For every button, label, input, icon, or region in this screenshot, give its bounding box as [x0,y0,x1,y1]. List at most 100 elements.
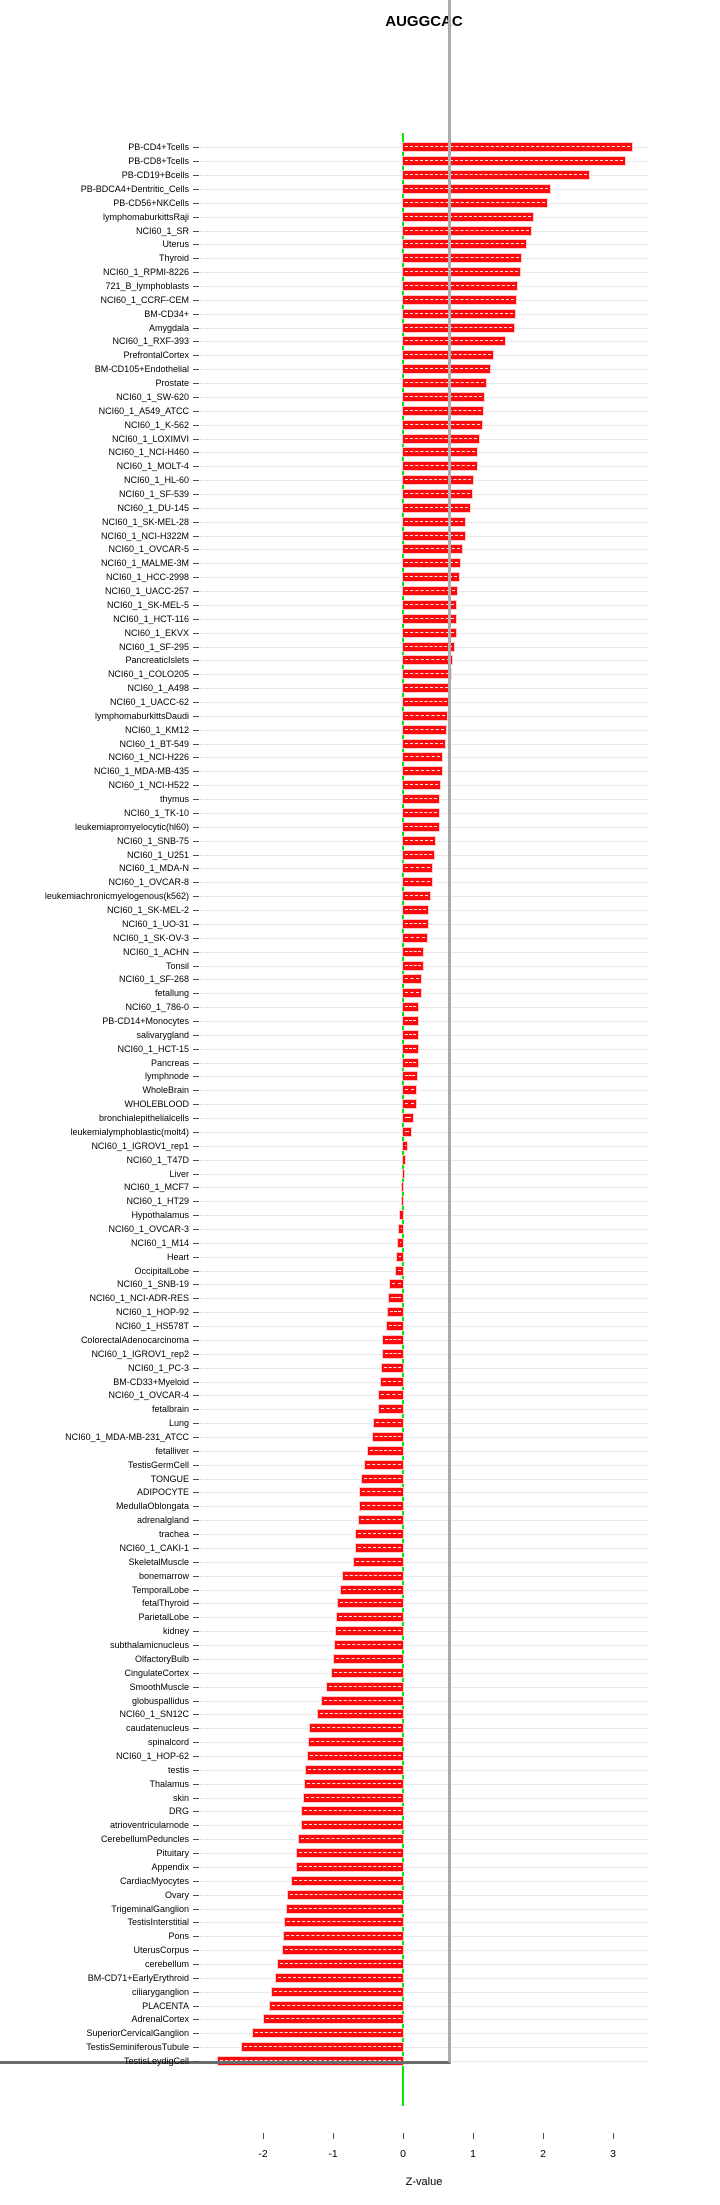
bar [403,698,449,707]
bar-dash-pattern [405,548,460,550]
category-label: NCI60_1_BT-549 [119,738,189,749]
category-label: skin [172,1792,189,1803]
category-label: PB-CD4+Tcells [128,142,189,153]
bar [403,1003,419,1012]
y-tick [193,1173,199,1175]
y-tick [193,1506,199,1508]
y-tick [193,1339,199,1341]
bar-dash-pattern [405,382,484,384]
bar-dash-pattern [405,645,453,647]
x-tick-label: 3 [610,2148,616,2160]
bar-dash-pattern [277,1976,401,1978]
y-tick [193,258,199,260]
bar [403,642,455,651]
bar [398,1238,403,1247]
bar [403,392,484,401]
category-label: WHOLEBLOOD [124,1099,189,1110]
y-tick [193,771,199,773]
bar [264,2015,403,2024]
y-tick [193,341,199,343]
grid-line [200,1201,648,1203]
y-tick [193,757,199,759]
y-tick [193,1353,199,1355]
x-axis-label: Z-value [405,2176,443,2188]
y-tick [193,993,199,995]
bar [403,517,466,526]
bar [285,1918,403,1927]
grid-line [200,979,648,981]
category-label: NCI60_1_SW-620 [116,391,189,402]
bar-dash-pattern [405,1006,417,1008]
category-label: NCI60_1_SNB-19 [116,1279,189,1290]
bar [403,240,526,249]
bar [307,1751,403,1760]
bar-dash-pattern [405,340,504,342]
category-label: AdrenalCortex [131,2014,189,2025]
bar [403,309,515,318]
bar [380,1377,403,1386]
category-label: PB-BDCA4+Dentritic_Cells [80,183,189,194]
bar [305,1779,403,1788]
bar-dash-pattern [219,2060,401,2062]
category-label: fetallung [154,988,189,999]
bar-dash-pattern [405,964,422,966]
bar-dash-pattern [405,479,471,481]
grid-line [200,1686,648,1688]
bar-dash-pattern [405,798,438,800]
category-label: adrenalgland [136,1515,189,1526]
bar [362,1474,403,1483]
bar [403,420,483,429]
bar [327,1682,403,1691]
category-label: TestisInterstitial [127,1917,189,1928]
y-tick [193,535,199,537]
y-tick [193,1686,199,1688]
bar-dash-pattern [405,215,532,217]
bar-dash-pattern [405,1061,416,1063]
grid-line [200,1839,648,1841]
grid-line [200,1187,648,1189]
y-tick [193,1076,199,1078]
category-label: NCI60_1_KM12 [124,724,189,735]
category-label: ADIPOCYTE [136,1487,189,1498]
y-tick [193,1492,199,1494]
bar-dash-pattern [405,368,488,370]
grid-line [200,1672,648,1674]
category-label: NCI60_1_UACC-257 [104,586,189,597]
y-tick [193,1631,199,1633]
bar [403,365,490,374]
bar-dash-pattern [405,1130,409,1132]
bar-dash-pattern [405,576,457,578]
y-tick [193,937,199,939]
y-tick [193,799,199,801]
category-label: Tonsil [165,960,189,971]
bar [403,268,520,277]
category-label: NCI60_1_MDA-MB-231_ATCC [65,1432,189,1443]
bar-dash-pattern [360,1519,401,1521]
category-label: BM-CD33+Myeloid [113,1376,189,1387]
grid-line [200,1950,648,1952]
y-tick [193,840,199,842]
bar-dash-pattern [356,1560,401,1562]
grid-line [200,1145,648,1147]
category-label: TemporalLobe [131,1584,189,1595]
bar [356,1543,403,1552]
category-label: trachea [158,1529,189,1540]
bar [402,1197,403,1206]
category-label: NCI60_1_ACHN [122,946,189,957]
grid-line [200,1742,648,1744]
category-label: TONGUE [150,1473,189,1484]
y-tick [193,1478,199,1480]
y-tick [193,715,199,717]
bar [383,1349,403,1358]
category-label: NCI60_1_HCC-2998 [105,572,189,583]
bar-dash-pattern [405,881,430,883]
grid-line [200,1977,648,1979]
bar [403,906,429,915]
category-label: TrigeminalGanglion [111,1903,189,1914]
category-label: SmoothMuscle [129,1681,189,1692]
bar-dash-pattern [309,1754,401,1756]
y-tick [193,1866,199,1868]
y-tick [193,466,199,468]
bar-dash-pattern [405,284,516,286]
y-tick [193,272,199,274]
